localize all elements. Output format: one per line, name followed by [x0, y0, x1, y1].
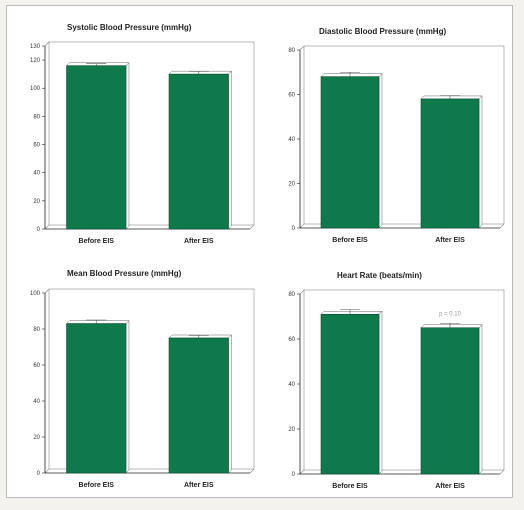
- x-category-label: After EIS: [435, 483, 465, 490]
- panel-title: Diastolic Blood Pressure (mmHg): [319, 27, 446, 36]
- plot-back-wall: [303, 45, 505, 225]
- panel-title: Mean Blood Pressure (mmHg): [67, 269, 182, 278]
- plot-edge: [499, 469, 505, 475]
- y-tick-label: 60: [288, 337, 295, 343]
- y-tick-label: 80: [288, 292, 295, 298]
- bar-top: [420, 95, 483, 100]
- bar-side: [228, 70, 232, 230]
- y-tick-label: 80: [33, 114, 40, 120]
- plot-back-wall: [48, 41, 255, 226]
- bar-top: [65, 62, 130, 66]
- y-tick-label: 20: [33, 199, 40, 205]
- bar: [66, 65, 127, 230]
- bar: [320, 313, 380, 475]
- panel-1: Systolic Blood Pressure (mmHg) 0 20 40 60 80 1…: [30, 23, 255, 245]
- significance-annotation: p = 0.10: [439, 311, 462, 317]
- y-tick-label: 60: [288, 93, 295, 99]
- y-tick-label: 40: [33, 399, 40, 405]
- plot-edge: [44, 288, 50, 294]
- bar: [168, 73, 229, 230]
- x-category-label: Before EIS: [79, 482, 115, 489]
- bar-top: [65, 320, 130, 324]
- plot-edge: [44, 468, 50, 474]
- x-category-label: Before EIS: [332, 237, 368, 244]
- chart-grid: Systolic Blood Pressure (mmHg) 0 20 40 60 80 1…: [30, 23, 505, 490]
- x-category-label: After EIS: [184, 238, 214, 245]
- bar-side: [478, 324, 483, 475]
- x-category-label: After EIS: [435, 237, 465, 244]
- plot-edge: [249, 224, 255, 230]
- panel-4: Heart Rate (beats/min) 0 20 40 60 80 Before EI…: [288, 271, 505, 490]
- plot-edge: [299, 223, 305, 229]
- y-tick-label: 0: [37, 227, 41, 233]
- bar-top: [420, 324, 483, 328]
- bar-side: [378, 310, 383, 475]
- panel-title: Systolic Blood Pressure (mmHg): [67, 23, 192, 32]
- bar-top: [320, 73, 383, 77]
- panel-title: Heart Rate (beats/min): [337, 271, 422, 280]
- bar-side: [478, 95, 483, 229]
- y-tick-label: 20: [288, 182, 295, 188]
- bar: [420, 98, 480, 229]
- bar-side: [228, 334, 232, 474]
- y-tick-label: 40: [33, 171, 40, 177]
- y-tick-label: 40: [288, 137, 295, 143]
- plot-edge: [299, 289, 305, 295]
- y-tick-label: 20: [33, 435, 40, 441]
- panel-3: Mean Blood Pressure (mmHg) 0 20 40 60 80 100 Be…: [30, 269, 255, 489]
- y-tick-label: 60: [33, 363, 40, 369]
- y-tick-label: 130: [30, 44, 41, 50]
- y-tick-label: 80: [288, 48, 295, 54]
- y-tick-label: 0: [292, 472, 296, 478]
- y-tick-label: 60: [33, 143, 40, 149]
- y-tick-label: 100: [30, 291, 41, 297]
- plot-edge: [44, 41, 50, 47]
- y-tick-label: 120: [30, 58, 41, 64]
- bar: [420, 327, 480, 475]
- plot-edge: [299, 469, 305, 475]
- y-tick-label: 0: [292, 226, 296, 232]
- x-category-label: After EIS: [184, 482, 214, 489]
- bar: [320, 76, 380, 229]
- plot-back-wall: [48, 288, 255, 470]
- bar-top: [320, 311, 383, 315]
- plot-edge: [249, 468, 255, 474]
- y-tick-label: 40: [288, 382, 295, 388]
- x-category-label: Before EIS: [332, 483, 368, 490]
- bar-side: [125, 319, 130, 474]
- figure-frame: Systolic Blood Pressure (mmHg) 0 20 40 60 80 1…: [6, 5, 513, 498]
- plot-edge: [44, 224, 50, 230]
- bar-side: [125, 62, 130, 230]
- plot-back-wall: [303, 289, 505, 471]
- y-tick-label: 100: [30, 86, 41, 92]
- y-tick-label: 0: [37, 471, 41, 477]
- bar: [66, 323, 127, 474]
- x-category-label: Before EIS: [79, 238, 115, 245]
- y-tick-label: 80: [33, 327, 40, 333]
- plot-edge: [499, 223, 505, 229]
- bar: [168, 337, 229, 474]
- panel-2: Diastolic Blood Pressure (mmHg) 0 20 40 60 80…: [288, 27, 505, 244]
- plot-edge: [299, 45, 305, 51]
- bar-side: [378, 73, 383, 229]
- y-tick-label: 20: [288, 427, 295, 433]
